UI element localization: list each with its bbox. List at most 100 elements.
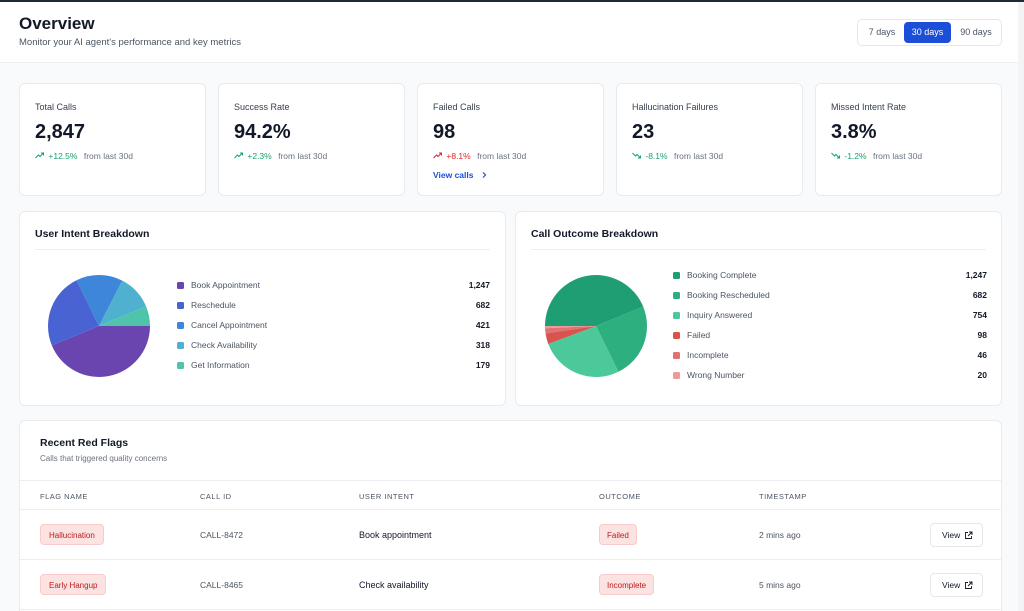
trend-down-icon [831, 152, 840, 159]
legend-swatch [177, 342, 184, 349]
legend-label: Incomplete [687, 350, 729, 360]
stat-card-total-calls: Total Calls 2,847 +12.5% from last 30d [19, 83, 206, 196]
outcome-legend: Booking Complete 1,247 Booking Reschedul… [673, 269, 987, 389]
call-outcome-panel: Call Outcome Breakdown Booking Complete … [515, 211, 1002, 406]
user-intent: Check availability [359, 580, 429, 590]
legend-item: Incomplete 46 [673, 349, 987, 363]
panel-title: Call Outcome Breakdown [531, 228, 659, 240]
intent-pie-slice-2 [76, 275, 123, 326]
window-scrollbar[interactable] [1018, 2, 1024, 611]
column-header-timestamp: TIMESTAMP [759, 492, 807, 501]
table-row: Early Hangup CALL-8465 Check availabilit… [20, 561, 1001, 610]
trend-up-icon [433, 152, 442, 159]
legend-label: Failed [687, 330, 711, 340]
legend-label: Get Information [191, 360, 250, 370]
intent-legend: Book Appointment 1,247 Reschedule 682 Ca… [177, 279, 490, 379]
stat-from: from last 30d [278, 151, 328, 161]
legend-label: Reschedule [191, 300, 236, 310]
range-7-days-button[interactable]: 7 days [868, 27, 896, 37]
recent-red-flags-panel: Recent Red Flags Calls that triggered qu… [19, 420, 1002, 611]
intent-pie-slice-4 [99, 306, 150, 326]
external-link-icon [965, 581, 973, 589]
legend-item: Inquiry Answered 754 [673, 309, 987, 323]
outcome-pie-slice-5 [545, 326, 596, 329]
legend-item: Booking Complete 1,247 [673, 269, 987, 283]
chevron-right-icon [482, 172, 487, 178]
legend-count: 421 [475, 320, 490, 330]
table-row: Hallucination CALL-8472 Book appointment… [20, 511, 1001, 560]
stat-value: 98 [433, 121, 456, 143]
legend-item: Failed 98 [673, 329, 987, 343]
window-top-border [0, 0, 1024, 2]
stat-change: +2.3% from last 30d [234, 151, 327, 161]
legend-label: Cancel Appointment [191, 320, 268, 330]
outcome-pie-slice-1 [596, 306, 647, 372]
legend-item: Get Information 179 [177, 359, 490, 373]
stat-delta: +2.3% [247, 151, 272, 161]
user-intent-panel: User Intent Breakdown Book Appointment 1… [19, 211, 506, 406]
legend-label: Booking Rescheduled [687, 290, 770, 300]
stat-change: -1.2% from last 30d [831, 151, 922, 161]
column-header-flag-name: FLAG NAME [40, 492, 88, 501]
stat-value: 94.2% [234, 121, 291, 143]
outcome-badge: Incomplete [599, 574, 655, 595]
stat-from: from last 30d [83, 151, 133, 161]
legend-count: 682 [475, 300, 490, 310]
view-call-button[interactable]: View [930, 523, 983, 547]
legend-item: Check Availability 318 [177, 339, 490, 353]
stat-delta: +12.5% [48, 151, 78, 161]
user-intent-pie-chart [48, 275, 150, 378]
divider [531, 249, 986, 250]
view-calls-link[interactable]: View calls [433, 170, 488, 180]
legend-item: Booking Rescheduled 682 [673, 289, 987, 303]
column-header-user-intent: USER INTENT [359, 492, 415, 501]
legend-count: 754 [972, 310, 987, 320]
legend-count: 179 [475, 360, 490, 370]
legend-item: Reschedule 682 [177, 299, 490, 313]
page-title: Overview [19, 14, 95, 33]
intent-pie-slice-3 [99, 280, 147, 326]
stat-from: from last 30d [477, 151, 527, 161]
legend-swatch [177, 322, 184, 329]
view-button-label: View [942, 530, 961, 540]
legend-item: Wrong Number 20 [673, 369, 987, 383]
stat-delta: -8.1% [645, 151, 668, 161]
legend-count: 46 [977, 350, 987, 360]
call-outcome-pie-chart [545, 275, 647, 377]
external-link-icon [965, 531, 973, 539]
outcome-pie-slice-4 [545, 326, 596, 334]
panel-title: Recent Red Flags [40, 437, 129, 449]
legend-count: 98 [977, 330, 987, 340]
legend-swatch [673, 372, 680, 379]
call-id: CALL-8472 [200, 530, 244, 540]
panel-title: User Intent Breakdown [35, 228, 150, 240]
stat-card-missed-intent-rate: Missed Intent Rate 3.8% -1.2% from last … [815, 83, 1002, 196]
column-header-call-id: CALL ID [200, 492, 232, 501]
legend-swatch [673, 312, 680, 319]
user-intent: Book appointment [359, 530, 432, 540]
page-header: Overview Monitor your AI agent's perform… [0, 2, 1024, 63]
legend-count: 682 [972, 290, 987, 300]
outcome-pie-slice-3 [545, 326, 596, 345]
range-90-days-button[interactable]: 90 days [960, 27, 992, 37]
stat-value: 2,847 [35, 121, 86, 143]
timestamp: 5 mins ago [759, 580, 801, 590]
range-30-days-button[interactable]: 30 days [904, 22, 951, 43]
legend-count: 318 [475, 340, 490, 350]
stat-label: Hallucination Failures [632, 102, 719, 112]
timestamp: 2 mins ago [759, 530, 801, 540]
stat-value: 23 [632, 121, 655, 143]
stat-card-success-rate: Success Rate 94.2% +2.3% from last 30d [218, 83, 405, 196]
view-call-button[interactable]: View [930, 573, 983, 597]
legend-swatch [673, 272, 680, 279]
stat-change: +8.1% from last 30d [433, 151, 526, 161]
legend-count: 1,247 [965, 270, 987, 280]
outcome-badge: Failed [599, 524, 637, 545]
legend-swatch [177, 302, 184, 309]
trend-up-icon [35, 152, 44, 159]
view-button-label: View [942, 580, 961, 590]
legend-swatch [177, 362, 184, 369]
legend-swatch [673, 352, 680, 359]
page-subtitle: Monitor your AI agent's performance and … [19, 37, 241, 48]
column-header-outcome: OUTCOME [599, 492, 641, 501]
